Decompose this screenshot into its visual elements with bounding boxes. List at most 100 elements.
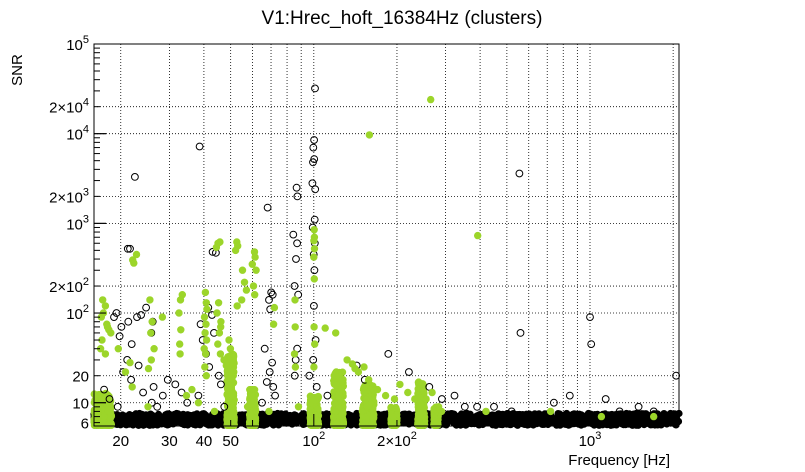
loudest-band-point bbox=[360, 383, 368, 392]
loudest-point bbox=[248, 260, 257, 268]
loudest-point bbox=[202, 350, 210, 358]
cluster-band-point bbox=[485, 415, 493, 423]
cluster-band-point bbox=[564, 421, 573, 429]
loudest-point bbox=[107, 329, 115, 337]
loudest-band-point bbox=[247, 412, 255, 420]
loudest-point bbox=[396, 380, 404, 389]
cluster-point bbox=[134, 361, 143, 370]
loudest-point bbox=[203, 305, 211, 313]
loudest-point bbox=[332, 329, 340, 337]
cluster-point bbox=[105, 395, 114, 403]
loudest-point bbox=[373, 385, 382, 394]
loudest-point bbox=[649, 412, 658, 421]
loudest-band-point bbox=[392, 419, 400, 427]
loudest-point bbox=[310, 323, 318, 331]
loudest-point bbox=[310, 275, 318, 283]
loudest-point bbox=[147, 356, 156, 364]
loudest-band-point bbox=[367, 421, 375, 429]
loudest-point bbox=[212, 243, 221, 252]
loudest-point bbox=[411, 395, 419, 403]
loudest-point bbox=[201, 329, 209, 337]
loudest-band-point bbox=[338, 421, 347, 429]
loudest-point bbox=[365, 376, 373, 384]
loudest-band-point bbox=[90, 421, 99, 429]
loudest-point bbox=[213, 309, 221, 317]
cluster-band-point bbox=[277, 410, 285, 418]
loudest-point bbox=[147, 329, 155, 337]
loudest-band-point bbox=[247, 397, 255, 406]
y-axis-label: SNR bbox=[9, 54, 26, 86]
cluster-point bbox=[127, 375, 136, 384]
cluster-band-point bbox=[350, 416, 358, 424]
cluster-band-point bbox=[506, 415, 514, 424]
loudest-point bbox=[381, 391, 390, 400]
cluster-band-point bbox=[582, 418, 590, 427]
cluster-band-point bbox=[660, 418, 669, 427]
cluster-band-point bbox=[517, 414, 526, 422]
loudest-point bbox=[202, 299, 211, 307]
cluster-point bbox=[133, 313, 141, 322]
loudest-point bbox=[214, 340, 222, 348]
cluster-band-point bbox=[157, 419, 165, 427]
cluster-band-point bbox=[457, 417, 465, 425]
loudest-point bbox=[310, 253, 318, 261]
loudest-point bbox=[202, 372, 211, 380]
loudest-point bbox=[233, 302, 241, 310]
data-points bbox=[96, 84, 680, 421]
x-axis-label: Frequency [Hz] bbox=[568, 452, 670, 469]
loudest-point bbox=[270, 303, 279, 312]
cluster-band-point bbox=[238, 411, 246, 419]
cluster-band-point bbox=[604, 414, 612, 423]
loudest-point bbox=[321, 324, 329, 332]
loudest-point bbox=[294, 403, 303, 411]
loudest-point bbox=[175, 309, 183, 317]
cluster-point bbox=[124, 317, 133, 326]
loudest-point bbox=[177, 326, 185, 334]
loudest-band-point bbox=[431, 417, 439, 425]
loudest-band-point bbox=[246, 386, 254, 394]
loudest-point bbox=[176, 340, 184, 348]
loudest-band-point bbox=[331, 399, 339, 407]
loudest-point bbox=[242, 286, 251, 294]
cluster-band-point bbox=[214, 421, 222, 429]
loudest-band-point bbox=[100, 412, 108, 420]
loudest-band-point bbox=[337, 376, 346, 384]
loudest-band-point bbox=[389, 413, 398, 421]
cluster-point bbox=[113, 402, 122, 411]
y-tick-label: 6 bbox=[81, 416, 89, 433]
cluster-band-point bbox=[299, 410, 307, 418]
cluster-point bbox=[115, 332, 124, 341]
x-tick-label: 40 bbox=[196, 433, 213, 450]
loudest-point bbox=[101, 302, 110, 310]
loudest-point bbox=[210, 407, 219, 416]
cluster-band-point bbox=[471, 416, 479, 424]
cluster-point bbox=[126, 244, 134, 253]
loudest-band-point bbox=[338, 410, 346, 419]
cluster-band-point bbox=[632, 415, 640, 423]
loudest-point bbox=[360, 363, 368, 371]
loudest-point bbox=[546, 407, 555, 416]
loudest-point bbox=[422, 395, 430, 403]
cluster-band-point bbox=[321, 417, 329, 425]
loudest-point bbox=[146, 296, 154, 304]
cluster-point bbox=[153, 402, 162, 411]
loudest-point bbox=[158, 313, 167, 321]
loudest-point bbox=[226, 345, 235, 353]
loudest-point bbox=[238, 296, 246, 304]
chart-title: V1:Hrec_hoft_16384Hz (clusters) bbox=[262, 8, 543, 29]
cluster-band-point bbox=[611, 416, 619, 425]
cluster-point bbox=[139, 388, 148, 397]
y-tick-label: 10 bbox=[72, 396, 89, 413]
cluster-band-point bbox=[201, 414, 209, 423]
loudest-point bbox=[418, 403, 426, 411]
loudest-band-point bbox=[251, 406, 260, 414]
cluster-band-point bbox=[497, 415, 506, 423]
loudest-point bbox=[291, 323, 299, 331]
cluster-band-point bbox=[671, 412, 679, 420]
cluster-band-point bbox=[523, 415, 531, 423]
loudest-point bbox=[482, 407, 490, 416]
loudest-point bbox=[291, 296, 299, 304]
loudest-band-point bbox=[229, 421, 238, 429]
